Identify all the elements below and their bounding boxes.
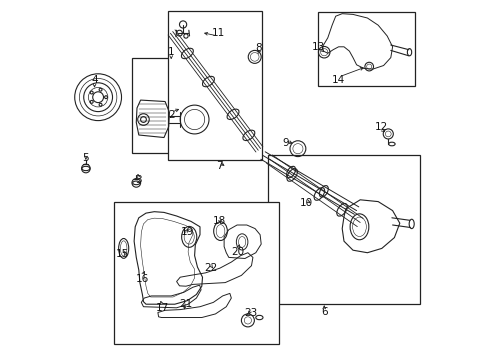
Text: 15: 15 <box>116 249 129 259</box>
Bar <box>269 155 419 304</box>
Text: 11: 11 <box>211 28 224 38</box>
Text: 8: 8 <box>255 42 262 53</box>
Text: 7: 7 <box>217 161 223 171</box>
Text: 21: 21 <box>179 299 192 309</box>
Text: 2: 2 <box>168 110 174 120</box>
Text: 16: 16 <box>136 274 149 284</box>
Text: 4: 4 <box>91 75 98 85</box>
Bar <box>318 12 415 86</box>
Text: 22: 22 <box>204 263 218 273</box>
Text: 9: 9 <box>282 138 289 148</box>
Text: 23: 23 <box>244 308 257 318</box>
Text: 20: 20 <box>231 247 245 257</box>
Text: 13: 13 <box>312 42 325 52</box>
Text: 6: 6 <box>321 307 327 318</box>
Text: 3: 3 <box>136 175 142 185</box>
Text: 19: 19 <box>181 227 194 237</box>
Bar <box>132 58 216 153</box>
Text: 18: 18 <box>213 216 226 226</box>
Text: 10: 10 <box>300 198 313 208</box>
Text: 17: 17 <box>156 303 169 313</box>
Text: 1: 1 <box>168 47 174 57</box>
Bar <box>168 11 262 160</box>
Text: 5: 5 <box>83 153 89 163</box>
Text: 14: 14 <box>332 75 345 85</box>
Bar <box>114 202 279 344</box>
Text: 12: 12 <box>375 122 389 132</box>
